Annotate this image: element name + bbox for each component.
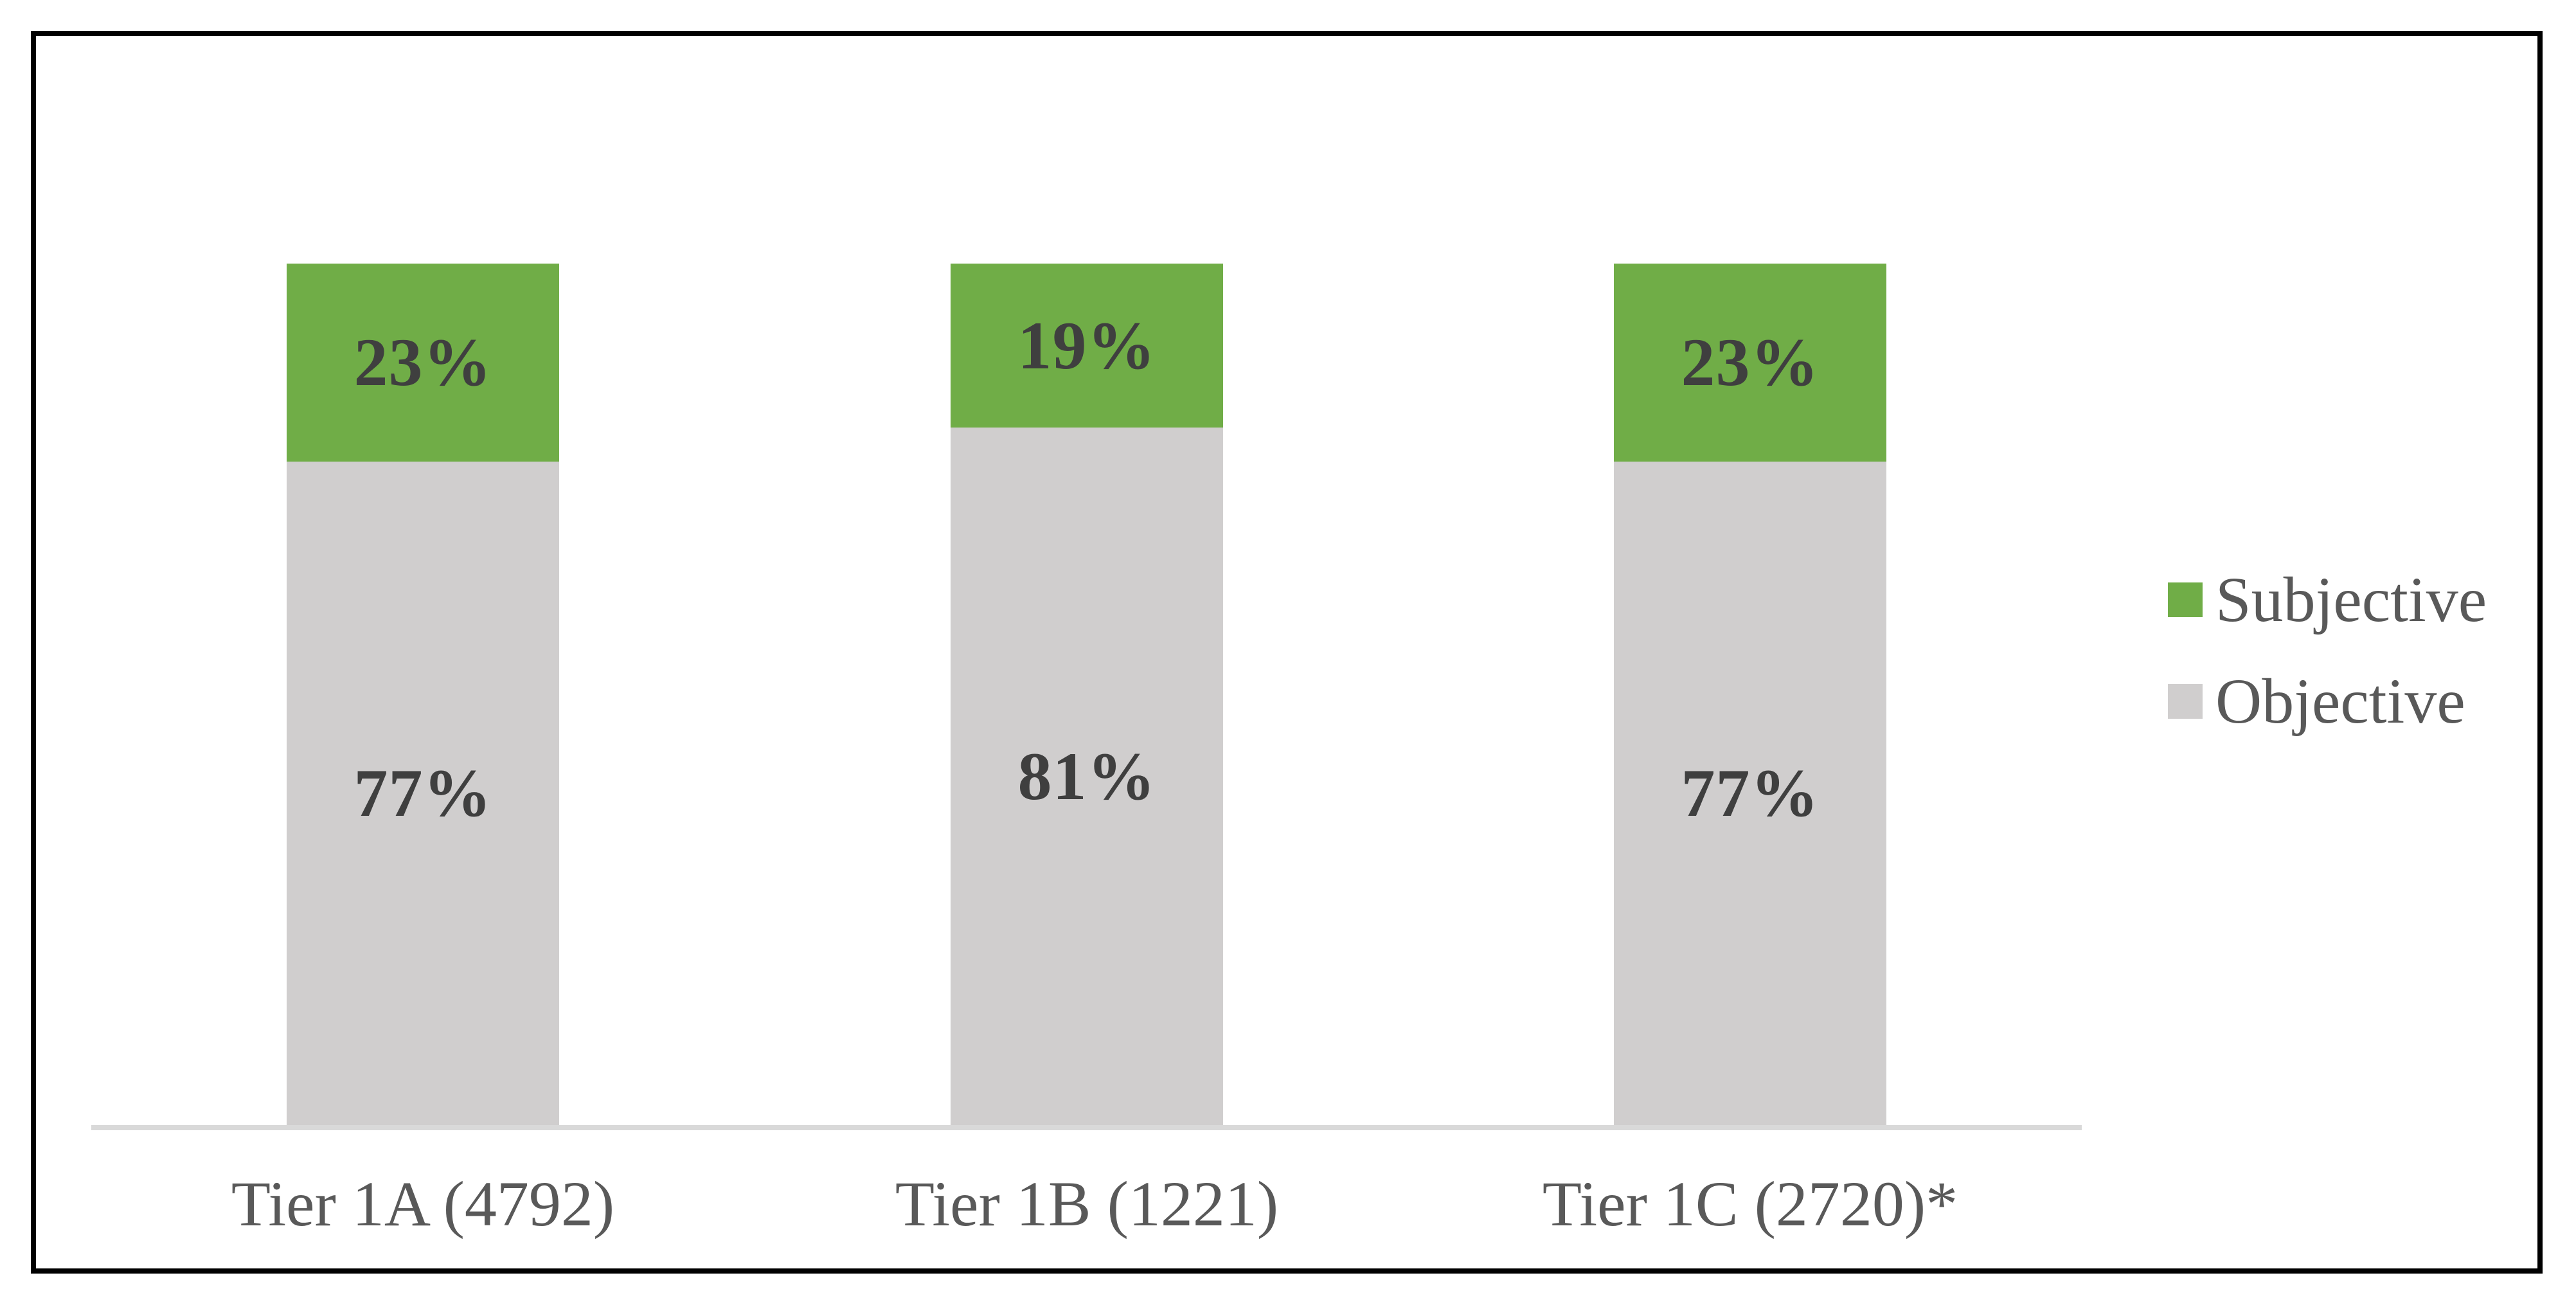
bar-segment-subjective-tier-3: 23% <box>1614 264 1886 462</box>
legend-item-subjective: Subjective <box>2168 564 2487 636</box>
legend-label-objective: Objective <box>2215 665 2465 737</box>
value-label-objective-tier-3: 77% <box>1681 755 1820 831</box>
bar-tier-2: 19% 81% <box>951 264 1223 1125</box>
category-label-tier-1: Tier 1A (4792) <box>231 1168 615 1239</box>
bar-segment-objective-tier-2: 81% <box>951 428 1223 1125</box>
bar-tier-1: 23% 77% <box>287 264 559 1125</box>
bar-tier-3: 23% 77% <box>1614 264 1886 1125</box>
category-label-tier-3: Tier 1C (2720)* <box>1542 1168 1958 1239</box>
bar-segment-objective-tier-1: 77% <box>287 462 559 1125</box>
legend-swatch-objective <box>2168 684 2203 719</box>
value-label-subjective-tier-3: 23% <box>1681 325 1820 400</box>
value-label-subjective-tier-1: 23% <box>353 325 492 400</box>
bar-segment-subjective-tier-1: 23% <box>287 264 559 462</box>
x-axis-line <box>91 1125 2082 1130</box>
legend-item-objective: Objective <box>2168 665 2487 737</box>
chart-frame-border <box>31 31 2543 1274</box>
category-label-tier-2: Tier 1B (1221) <box>895 1168 1279 1239</box>
value-label-objective-tier-1: 77% <box>353 755 492 831</box>
legend-label-subjective: Subjective <box>2215 564 2487 635</box>
legend: Subjective Objective <box>2168 564 2487 737</box>
value-label-objective-tier-2: 81% <box>1017 738 1156 814</box>
bar-segment-objective-tier-3: 77% <box>1614 462 1886 1125</box>
value-label-subjective-tier-2: 19% <box>1017 307 1156 383</box>
legend-swatch-subjective <box>2168 582 2203 617</box>
bar-segment-subjective-tier-2: 19% <box>951 264 1223 428</box>
